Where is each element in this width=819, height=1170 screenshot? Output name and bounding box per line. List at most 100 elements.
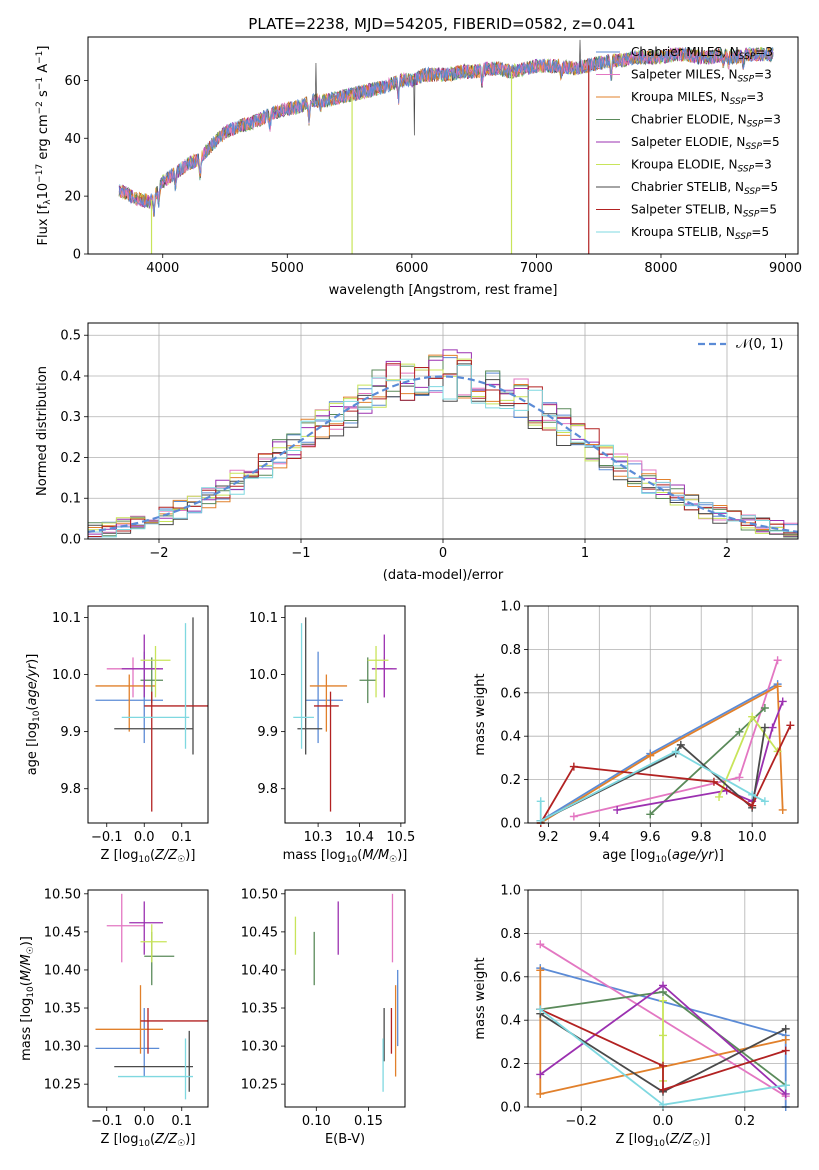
- axes-frame: [284, 889, 406, 1108]
- x-tick-label: −0.2: [565, 1114, 597, 1129]
- weight-marker: [786, 721, 795, 730]
- axes-frame: [87, 36, 799, 255]
- legend-entry-part: (0, 1): [748, 337, 783, 352]
- y-tick-label: 0.4: [60, 369, 81, 384]
- y-tick-label: 0.4: [500, 1014, 521, 1029]
- weight-line: [718, 714, 779, 798]
- y-tick-label: 10.45: [44, 925, 81, 940]
- x-tick-label: 10.4: [345, 830, 374, 845]
- weight-marker: [773, 682, 782, 691]
- legend-entry-part: SSP: [743, 210, 760, 220]
- x-tick-label: 4000: [146, 261, 179, 276]
- x-axis-label-part: )]: [185, 848, 195, 863]
- x-axis-label-part: 10: [346, 855, 358, 865]
- x-tick-label: 9.2: [538, 830, 559, 845]
- y-axis-label-part: λ: [43, 199, 53, 205]
- weight-marker: [760, 703, 769, 712]
- weight-marker: [748, 790, 757, 799]
- legend-entry-part: =5: [759, 203, 777, 217]
- y-axis-label-part: ]: [36, 46, 51, 51]
- weight-marker: [536, 797, 545, 806]
- x-tick-label: 10.5: [386, 830, 415, 845]
- legend-entry-part: =5: [762, 135, 780, 149]
- axes-frame: [527, 889, 799, 1108]
- legend-entry-part: =3: [763, 113, 781, 127]
- x-axis-label-part: age [log: [602, 848, 655, 863]
- age-vs-mass-panel: 10.3 10.4 10.5 9.8 9.9 10.0 10.1 mass [log10(M/…: [249, 605, 415, 865]
- y-axis-label-part: )]: [25, 654, 40, 664]
- legend-entry: Chabrier MILES, NSSP=3: [631, 45, 773, 62]
- mass-vs-metallicity-panel: −0.1 0.0 0.1 10.25 10.30 10.35 10.40 10.45 10.50…: [19, 887, 209, 1149]
- x-tick-label: 0.1: [171, 1114, 192, 1129]
- y-tick-label: 20: [64, 190, 81, 205]
- x-tick-label: 0.15: [354, 1114, 383, 1129]
- spectrum-panel: 4000 5000 6000 7000 8000 9000 0 20 40 60 wavelengt…: [35, 36, 802, 298]
- age-vs-metallicity-panel: −0.1 0.0 0.19.89.910.010.1Z [log10(Z/Z☉)]a…: [25, 605, 209, 865]
- y-axis-label-part: −1: [35, 51, 45, 64]
- residuals-panel: −2 −1 0 1 2 0.0 0.1 0.2 0.3 0.4 0.5 𝒩(0, 1) (data-mo…: [35, 322, 799, 583]
- x-tick-label: −0.1: [91, 830, 123, 845]
- y-tick-label: 10.1: [52, 611, 81, 626]
- legend-entry-part: Kroupa MILES, N: [631, 90, 730, 104]
- y-axis-label-part: ☉: [26, 946, 36, 954]
- x-tick-label: 9.6: [640, 830, 661, 845]
- y-tick-label: 10.45: [241, 925, 278, 940]
- legend-entry: Chabrier STELIB, NSSP=5: [631, 180, 778, 197]
- y-tick-label: 0.2: [500, 773, 521, 788]
- y-axis-label-part: )]: [19, 936, 34, 946]
- legend-entry: Salpeter ELODIE, NSSP=5: [631, 135, 780, 152]
- weight-marker: [536, 1005, 545, 1014]
- legend-entry-part: SSP: [735, 232, 752, 242]
- weight-marker: [760, 723, 769, 732]
- weight-marker: [773, 656, 782, 665]
- weight-marker: [659, 1085, 667, 1094]
- y-axis-label-part: 10: [36, 183, 51, 200]
- legend-entry-part: =3: [754, 68, 772, 82]
- y-axis-label-part: age [log: [25, 722, 40, 775]
- normal-reference-curve: [88, 375, 798, 533]
- y-tick-label: 0.5: [60, 329, 81, 344]
- x-tick-label: 0.1: [171, 830, 192, 845]
- emission-spike: [579, 39, 581, 68]
- legend-entry: Kroupa MILES, NSSP=3: [631, 90, 764, 107]
- legend-entry-part: Chabrier MILES, N: [631, 45, 739, 59]
- weight-marker: [781, 1081, 790, 1090]
- figure-title: PLATE=2238, MJD=54205, FIBERID=0582, z=0…: [248, 15, 635, 33]
- y-tick-label: 0.8: [500, 927, 521, 942]
- x-axis-label: Z [log10(Z/Z☉)]: [101, 848, 196, 865]
- weight-marker: [781, 1024, 790, 1033]
- weight-marker: [659, 1031, 667, 1040]
- legend-entry: Kroupa ELODIE, NSSP=3: [631, 158, 772, 175]
- x-axis-label-part: Z [log: [101, 848, 139, 863]
- y-tick-label: 0.6: [500, 686, 521, 701]
- y-tick-label: 10.35: [44, 1002, 81, 1017]
- y-axis-label-part: age/yr: [25, 662, 40, 705]
- weight-marker: [768, 723, 777, 732]
- x-axis-label-part: (: [357, 848, 362, 863]
- x-tick-label: 0.0: [653, 1114, 674, 1129]
- x-axis-label-part: (: [150, 848, 155, 863]
- legend-entry-part: Chabrier ELODIE, N: [631, 113, 747, 127]
- legend-entry-part: Salpeter MILES, N: [631, 68, 738, 82]
- y-axis-label: Flux [fλ10−17 erg cm−2 s−1 A−1]: [35, 46, 53, 246]
- y-tick-label: 10.25: [241, 1078, 278, 1093]
- y-axis-label-part: M/M: [19, 954, 34, 981]
- weight-marker: [536, 940, 545, 949]
- weight-line: [540, 727, 766, 822]
- x-tick-label: −0.1: [91, 1114, 123, 1129]
- y-tick-label: 9.9: [257, 725, 278, 740]
- y-axis-label-part: A: [36, 64, 51, 77]
- weight-marker: [659, 981, 667, 990]
- x-tick-label: 10.0: [738, 830, 767, 845]
- y-tick-label: 10.40: [44, 963, 81, 978]
- weight-marker: [781, 1046, 790, 1055]
- weight-line: [539, 1008, 786, 1091]
- y-axis-label-part: s: [36, 90, 51, 101]
- x-tick-label: 9.4: [589, 830, 610, 845]
- weight-marker: [646, 810, 655, 819]
- axes-frame: [527, 605, 799, 824]
- weight-marker: [709, 777, 718, 786]
- y-tick-label: 0.6: [500, 970, 521, 985]
- legend-entry-part: Kroupa ELODIE, N: [631, 158, 738, 172]
- y-tick-label: 0.8: [500, 643, 521, 658]
